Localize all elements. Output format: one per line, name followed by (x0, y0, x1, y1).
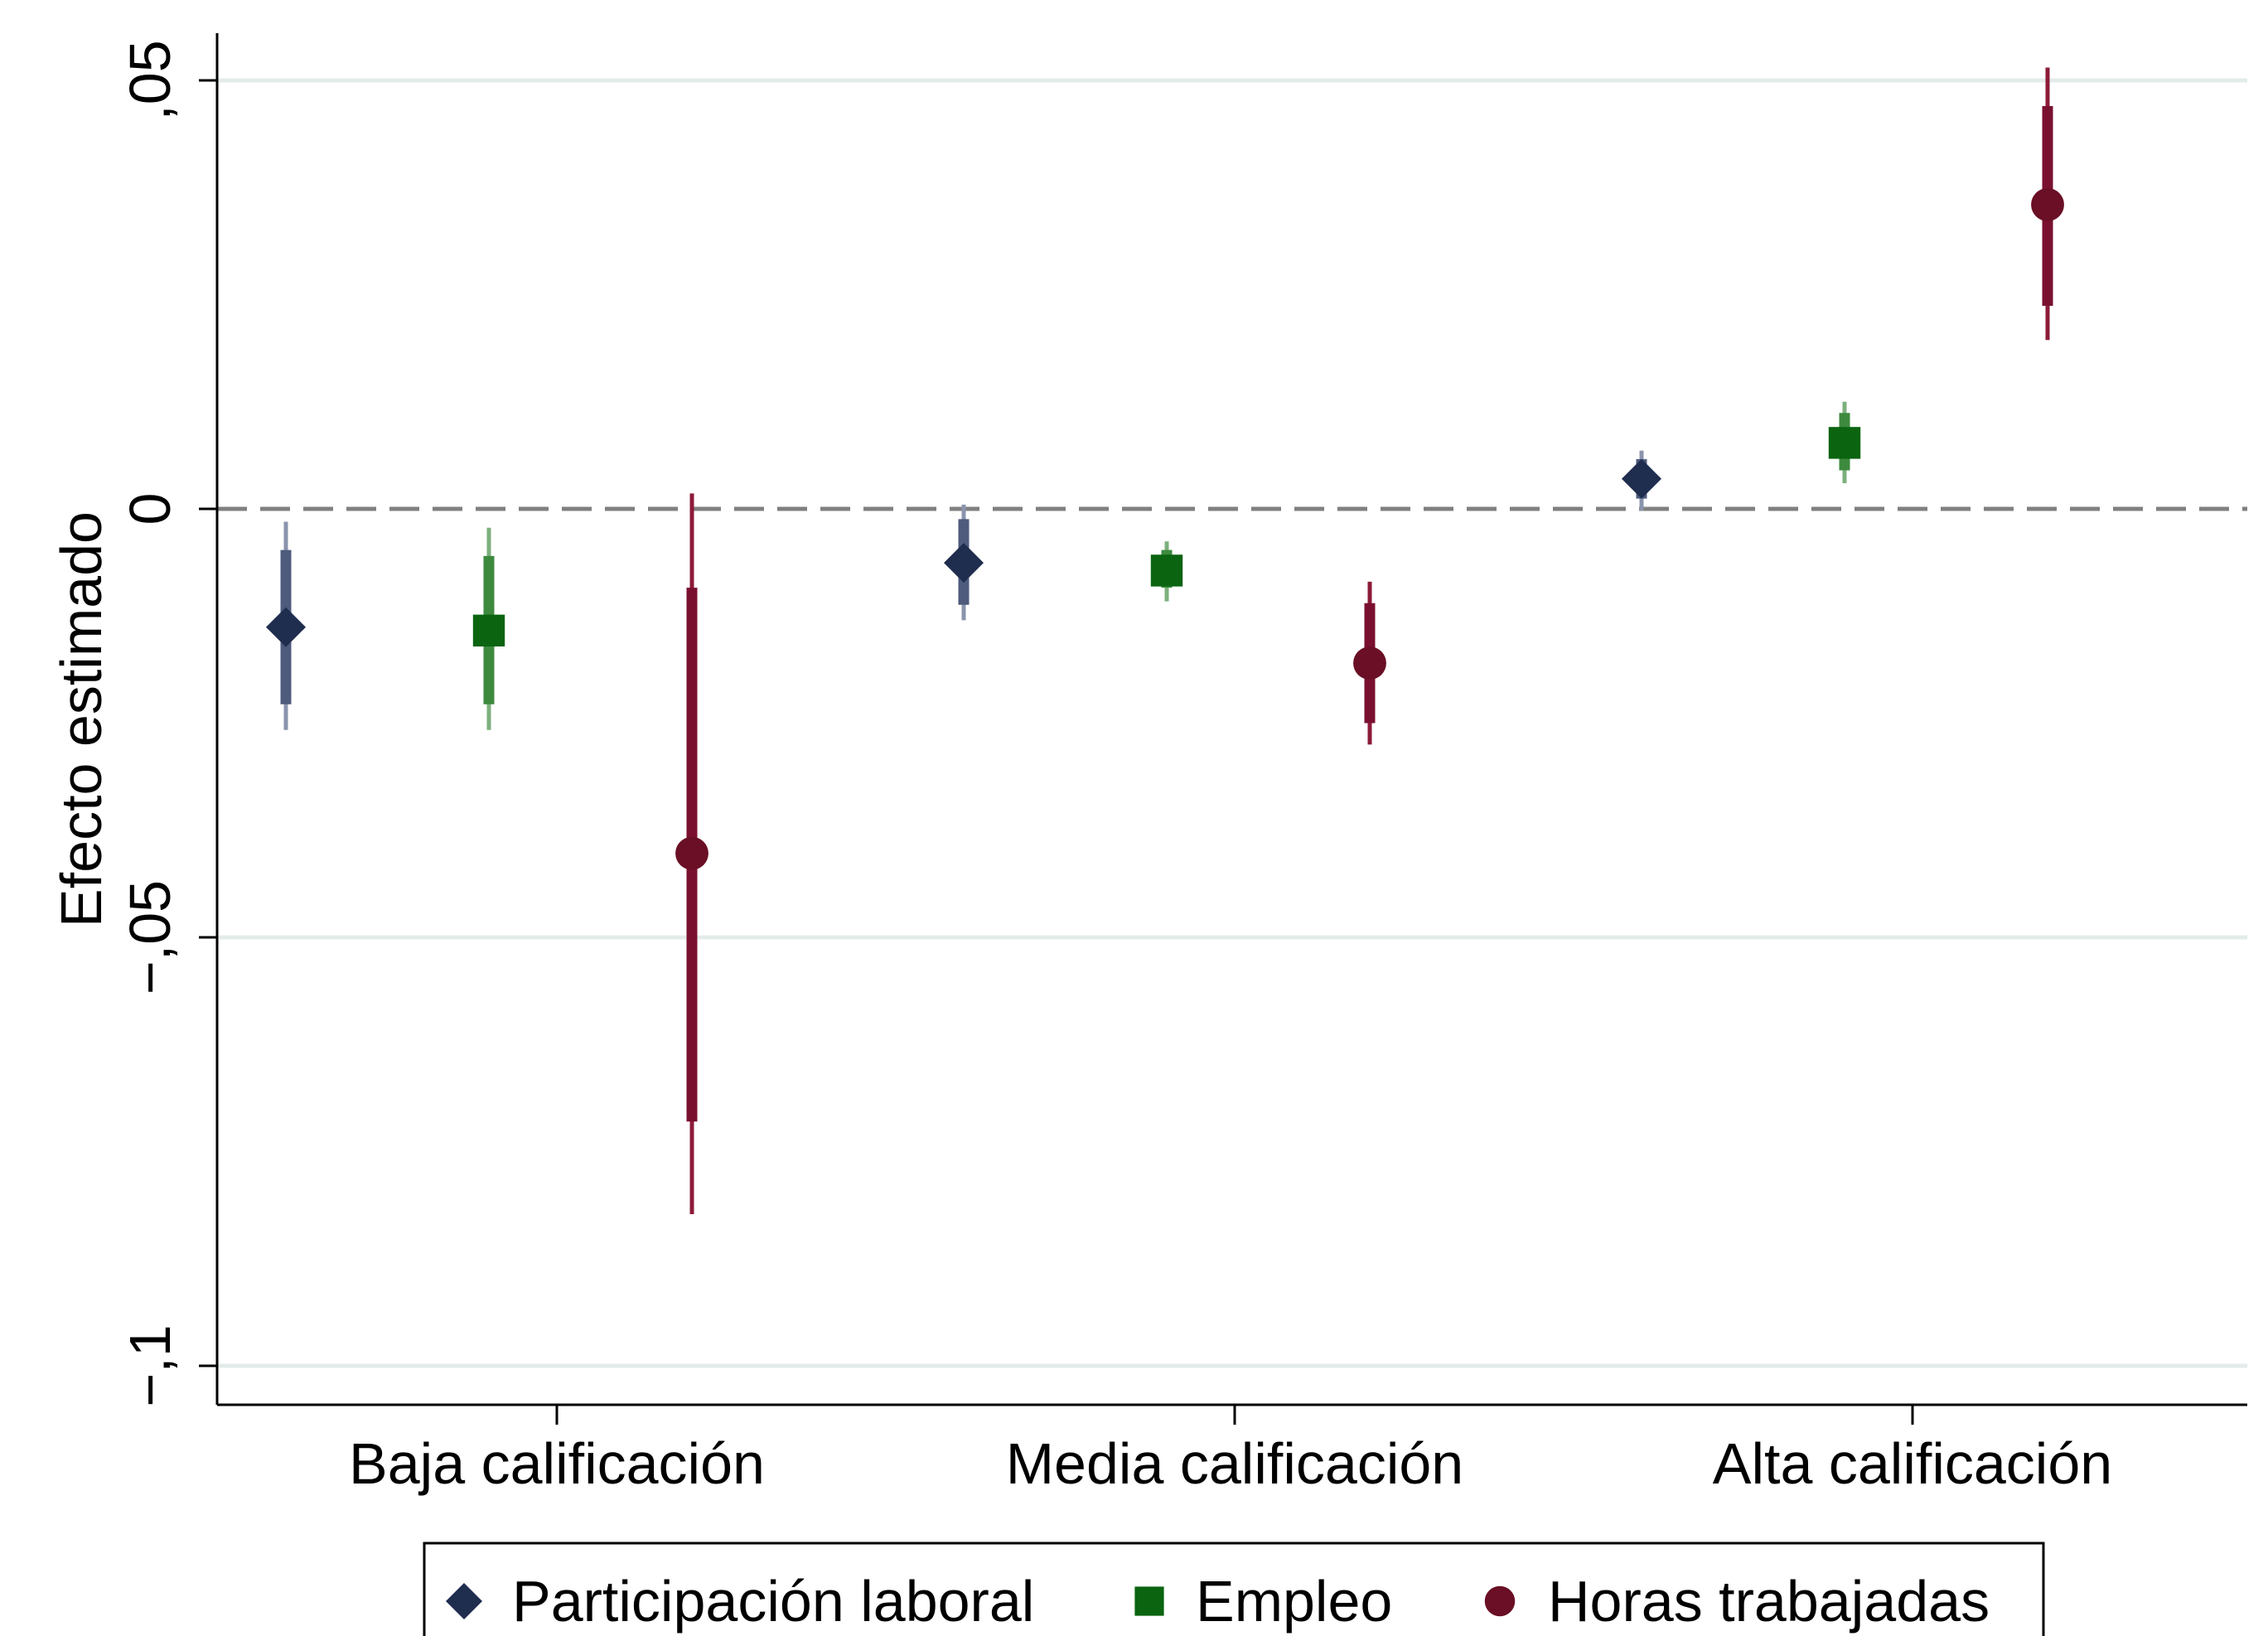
y-tick-label: ,05 (118, 40, 182, 120)
y-axis-title: Efecto estimado (49, 511, 114, 927)
square-marker (1150, 554, 1183, 587)
y-tick-label: −,05 (118, 880, 182, 995)
point-estimates (266, 188, 2064, 870)
grid-lines (217, 78, 2247, 1368)
square-marker (1134, 1586, 1164, 1616)
legend: Participación laboral Empleo Horas trabaja… (423, 1542, 2045, 1636)
legend-label: Horas trabajadas (1548, 1569, 1990, 1634)
square-marker (472, 614, 505, 647)
x-tick-label: Baja calificación (349, 1431, 765, 1496)
diamond-marker (1622, 458, 1661, 499)
diamond-marker (944, 543, 984, 583)
legend-label: Empleo (1196, 1569, 1392, 1634)
axes (199, 33, 2247, 1425)
circle-marker (1484, 1585, 1516, 1617)
x-tick-labels: Baja calificación Media calificación Alta … (349, 1431, 2112, 1496)
circle-marker (675, 836, 708, 870)
circle-marker (2031, 188, 2064, 221)
square-marker (1828, 427, 1861, 459)
confidence-intervals (280, 67, 2053, 1214)
diamond-marker (266, 607, 306, 647)
y-tick-label: 0 (118, 493, 182, 525)
legend-label: Participación laboral (512, 1569, 1034, 1634)
circle-marker (1353, 646, 1386, 680)
x-tick-label: Alta calificación (1713, 1431, 2112, 1496)
x-tick-label: Media calificación (1006, 1431, 1463, 1496)
legend-box (423, 1542, 2045, 1636)
diamond-marker (446, 1583, 482, 1619)
y-tick-label: −,1 (118, 1324, 182, 1406)
y-tick-labels: ,05 0 −,05 −,1 (118, 40, 182, 1406)
